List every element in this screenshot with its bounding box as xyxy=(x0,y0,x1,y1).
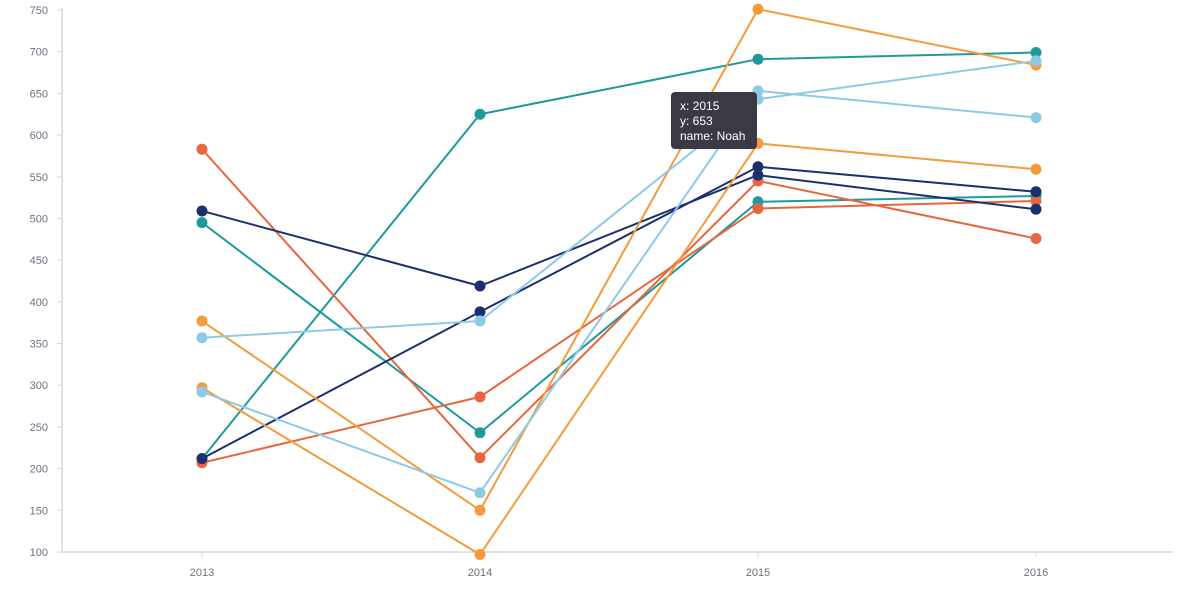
series-line xyxy=(201,165,1037,460)
data-point[interactable] xyxy=(1030,55,1042,67)
y-axis-ticks: 100 150 200 250 300 350 400 450 500 550 600 650 700 7… xyxy=(30,5,62,559)
series-line xyxy=(201,89,1037,494)
x-tick-label: 2015 xyxy=(746,567,770,579)
series-line xyxy=(201,59,1037,339)
data-point[interactable] xyxy=(1030,47,1042,59)
series-line xyxy=(201,8,1037,512)
series-line xyxy=(201,51,1037,460)
data-point[interactable] xyxy=(752,202,764,214)
x-tick-label: 2013 xyxy=(190,567,214,579)
series-8 xyxy=(196,137,1042,561)
series-6 xyxy=(196,161,1042,465)
data-point[interactable] xyxy=(752,3,764,15)
series-1 xyxy=(196,47,1042,465)
series-3 xyxy=(196,143,1042,464)
series-line xyxy=(201,194,1037,434)
data-point[interactable] xyxy=(474,549,486,561)
data-point[interactable] xyxy=(1030,232,1042,244)
y-tick-label: 500 xyxy=(30,213,48,225)
data-point[interactable] xyxy=(474,306,486,318)
tooltip-name-line: name: Noah xyxy=(680,129,745,143)
data-point[interactable] xyxy=(474,504,486,516)
series-layer xyxy=(196,3,1042,561)
tooltip-y-line: y: 653 xyxy=(680,114,713,128)
data-point[interactable] xyxy=(1030,186,1042,198)
data-point[interactable] xyxy=(474,487,486,499)
data-point[interactable] xyxy=(196,453,208,465)
series-5 xyxy=(196,169,1042,292)
series-line xyxy=(201,174,1037,288)
data-point[interactable] xyxy=(196,315,208,327)
series-line xyxy=(201,148,1037,459)
y-tick-label: 100 xyxy=(30,547,48,559)
data-point[interactable] xyxy=(474,280,486,292)
series-line xyxy=(201,142,1037,556)
tooltip: x: 2015 y: 653 name: Noah xyxy=(671,92,757,149)
data-point[interactable] xyxy=(474,427,486,439)
y-tick-label: 400 xyxy=(30,297,48,309)
y-tick-label: 300 xyxy=(30,380,48,392)
y-tick-label: 700 xyxy=(30,47,48,59)
data-point[interactable] xyxy=(474,452,486,464)
y-tick-label: 550 xyxy=(30,172,48,184)
y-tick-label: 250 xyxy=(30,422,48,434)
data-point[interactable] xyxy=(474,108,486,120)
data-point[interactable] xyxy=(474,315,486,327)
series-9 xyxy=(196,55,1042,344)
y-tick-label: 200 xyxy=(30,464,48,476)
data-point[interactable] xyxy=(196,217,208,229)
series-2 xyxy=(196,190,1042,439)
data-point[interactable] xyxy=(752,161,764,173)
tooltip-x-line: x: 2015 xyxy=(680,99,720,113)
data-point[interactable] xyxy=(752,169,764,181)
axes: 100 150 200 250 300 350 400 450 500 550 600 650 700 7… xyxy=(30,5,1173,579)
y-tick-label: 750 xyxy=(30,5,48,17)
x-axis-ticks: 2013 2014 2015 2016 xyxy=(190,552,1048,579)
data-point[interactable] xyxy=(1030,112,1042,124)
y-tick-label: 350 xyxy=(30,339,48,351)
data-point[interactable] xyxy=(1030,195,1042,207)
data-point[interactable] xyxy=(196,386,208,398)
series-7 xyxy=(196,3,1042,516)
y-tick-label: 450 xyxy=(30,255,48,267)
series-4 xyxy=(196,195,1042,469)
data-point[interactable] xyxy=(196,143,208,155)
series-line xyxy=(201,199,1037,464)
data-point[interactable] xyxy=(1030,163,1042,175)
y-tick-label: 150 xyxy=(30,505,48,517)
y-tick-label: 650 xyxy=(30,88,48,100)
data-point[interactable] xyxy=(1030,203,1042,215)
y-tick-label: 600 xyxy=(30,130,48,142)
data-point[interactable] xyxy=(196,332,208,344)
data-point[interactable] xyxy=(752,53,764,65)
data-point[interactable] xyxy=(196,205,208,217)
x-tick-label: 2014 xyxy=(468,567,492,579)
series-10 xyxy=(196,85,1042,499)
data-point[interactable] xyxy=(474,391,486,403)
x-tick-label: 2016 xyxy=(1024,567,1048,579)
tooltip-box xyxy=(671,92,757,149)
